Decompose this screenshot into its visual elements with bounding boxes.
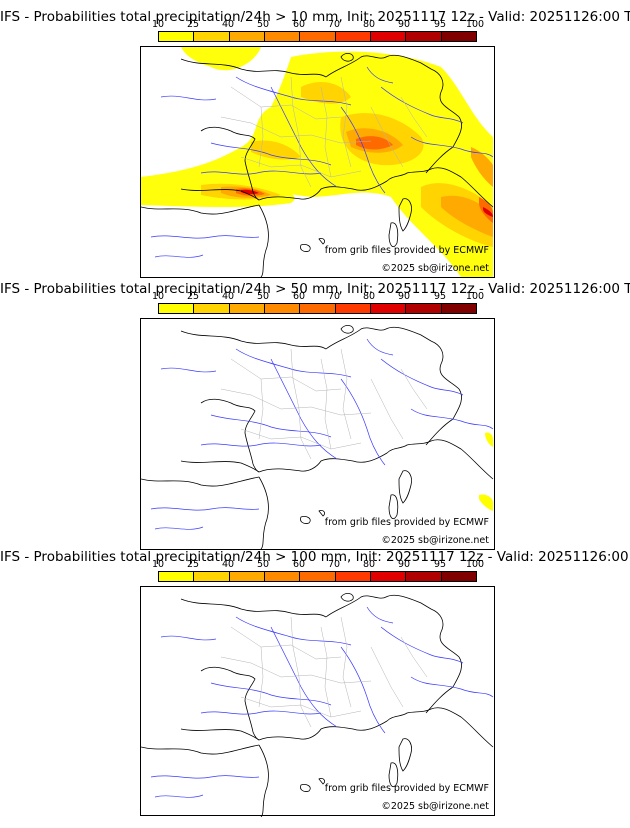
map-10mm: from grib files provided by ECMWF ©2025 … — [140, 46, 495, 278]
colorscale-segment — [441, 304, 476, 313]
scale-label: 50 — [256, 19, 270, 30]
colorscale-segment — [300, 304, 336, 313]
scale-label: 90 — [397, 19, 411, 30]
scale-label: 90 — [397, 559, 411, 570]
source-credit: from grib files provided by ECMWF — [324, 517, 489, 528]
scale-label: 80 — [362, 19, 376, 30]
map-title: IFS - Probabilities total precipitation/… — [0, 549, 630, 565]
scale-label: 100 — [465, 559, 485, 570]
colorscale-segment — [441, 32, 476, 41]
scale-label: 40 — [221, 559, 235, 570]
scale-label: 60 — [292, 19, 306, 30]
colorscale-segment — [335, 304, 371, 313]
colorscale-segment — [159, 304, 195, 313]
colorscale-segment — [370, 304, 407, 313]
colorscale-segment — [264, 572, 301, 581]
scale-label: 100 — [465, 291, 485, 302]
scale-label: 25 — [186, 19, 200, 30]
colorscale-bar — [158, 303, 477, 314]
panel-100mm: IFS - Probabilities total precipitation/… — [0, 540, 630, 817]
scale-label: 10 — [151, 559, 165, 570]
scale-label: 70 — [327, 19, 341, 30]
colorscale-segment — [264, 304, 301, 313]
scale-label: 40 — [221, 19, 235, 30]
colorscale-labels: 10 25 40 50 60 70 80 90 95 100 — [148, 291, 488, 302]
colorscale-segment — [300, 572, 336, 581]
colorscale-segment — [370, 32, 407, 41]
copyright-credit: ©2025 sb@irizone.net — [381, 801, 489, 812]
scale-label: 100 — [465, 19, 485, 30]
colorscale-segment — [159, 572, 195, 581]
colorscale-segment — [406, 304, 442, 313]
colorscale-segment — [194, 304, 230, 313]
panel-10mm: IFS - Probabilities total precipitation/… — [0, 0, 630, 278]
scale-label: 95 — [433, 291, 447, 302]
map-100mm: from grib files provided by ECMWF ©2025 … — [140, 586, 495, 817]
colorscale-labels: 10 25 40 50 60 70 80 90 95 100 — [148, 19, 488, 30]
scale-label: 10 — [151, 291, 165, 302]
precipitation-map — [141, 47, 494, 277]
colorscale-segment — [229, 32, 265, 41]
map-title: IFS - Probabilities total precipitation/… — [0, 9, 630, 25]
scale-label: 70 — [327, 291, 341, 302]
colorscale-segment — [229, 572, 265, 581]
colorscale-segment — [335, 32, 371, 41]
colorscale-segment — [370, 572, 407, 581]
scale-label: 50 — [256, 559, 270, 570]
source-credit: from grib files provided by ECMWF — [324, 783, 489, 794]
colorscale-segment — [441, 572, 476, 581]
panel-50mm: IFS - Probabilities total precipitation/… — [0, 272, 630, 550]
map-50mm: from grib files provided by ECMWF ©2025 … — [140, 318, 495, 550]
colorscale-segment — [229, 304, 265, 313]
scale-label: 70 — [327, 559, 341, 570]
colorscale-segment — [194, 572, 230, 581]
precipitation-map — [141, 324, 494, 549]
colorscale-segment — [406, 32, 442, 41]
scale-label: 10 — [151, 19, 165, 30]
colorscale-segment — [264, 32, 301, 41]
scale-label: 60 — [292, 291, 306, 302]
scale-label: 50 — [256, 291, 270, 302]
scale-label: 95 — [433, 19, 447, 30]
source-credit: from grib files provided by ECMWF — [324, 245, 489, 256]
scale-label: 60 — [292, 559, 306, 570]
colorscale-segment — [406, 572, 442, 581]
copyright-credit: ©2025 sb@irizone.net — [381, 263, 489, 274]
scale-label: 80 — [362, 559, 376, 570]
map-title: IFS - Probabilities total precipitation/… — [0, 281, 630, 297]
colorscale-segment — [159, 32, 195, 41]
colorscale-segment — [335, 572, 371, 581]
colorscale-bar — [158, 571, 477, 582]
scale-label: 25 — [186, 291, 200, 302]
colorscale-bar — [158, 31, 477, 42]
colorscale-labels: 10 25 40 50 60 70 80 90 95 100 — [148, 559, 488, 570]
scale-label: 40 — [221, 291, 235, 302]
scale-label: 25 — [186, 559, 200, 570]
scale-label: 90 — [397, 291, 411, 302]
colorscale-segment — [194, 32, 230, 41]
copyright-credit: ©2025 sb@irizone.net — [381, 535, 489, 546]
scale-label: 95 — [433, 559, 447, 570]
scale-label: 80 — [362, 291, 376, 302]
colorscale-segment — [300, 32, 336, 41]
